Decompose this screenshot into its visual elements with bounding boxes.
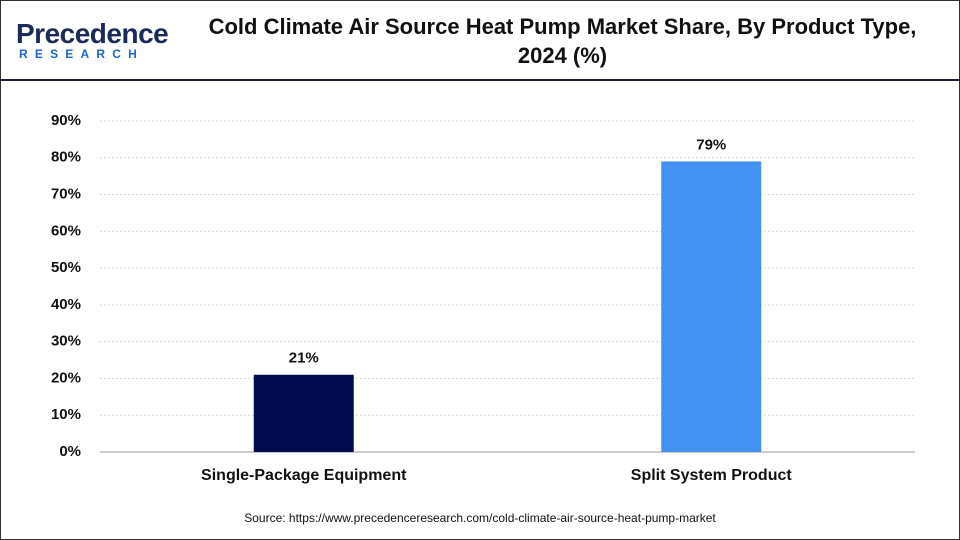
y-tick-label: 0% bbox=[59, 443, 81, 460]
header-rule bbox=[0, 79, 960, 81]
y-tick-label: 80% bbox=[51, 149, 81, 166]
value-label: 79% bbox=[696, 136, 726, 153]
y-tick-label: 40% bbox=[51, 296, 81, 313]
bar bbox=[253, 374, 354, 452]
chart-title: Cold Climate Air Source Heat Pump Market… bbox=[208, 14, 917, 68]
y-tick-label: 90% bbox=[51, 112, 81, 129]
y-tick-label: 30% bbox=[51, 333, 81, 350]
value-label: 21% bbox=[289, 350, 319, 367]
y-tick-label: 50% bbox=[51, 259, 81, 276]
source-note: Source: https://www.precedenceresearch.c… bbox=[244, 511, 716, 525]
y-tick-label: 20% bbox=[51, 369, 81, 386]
y-tick-label: 10% bbox=[51, 406, 81, 423]
y-tick-label: 60% bbox=[51, 222, 81, 239]
logo-tagline: RESEARCH bbox=[19, 47, 144, 61]
bar bbox=[661, 161, 762, 452]
logo-name: Precedence bbox=[16, 18, 169, 49]
x-tick-label: Single-Package Equipment bbox=[201, 467, 407, 484]
x-tick-label: Split System Product bbox=[631, 467, 793, 484]
y-tick-label: 70% bbox=[51, 186, 81, 203]
